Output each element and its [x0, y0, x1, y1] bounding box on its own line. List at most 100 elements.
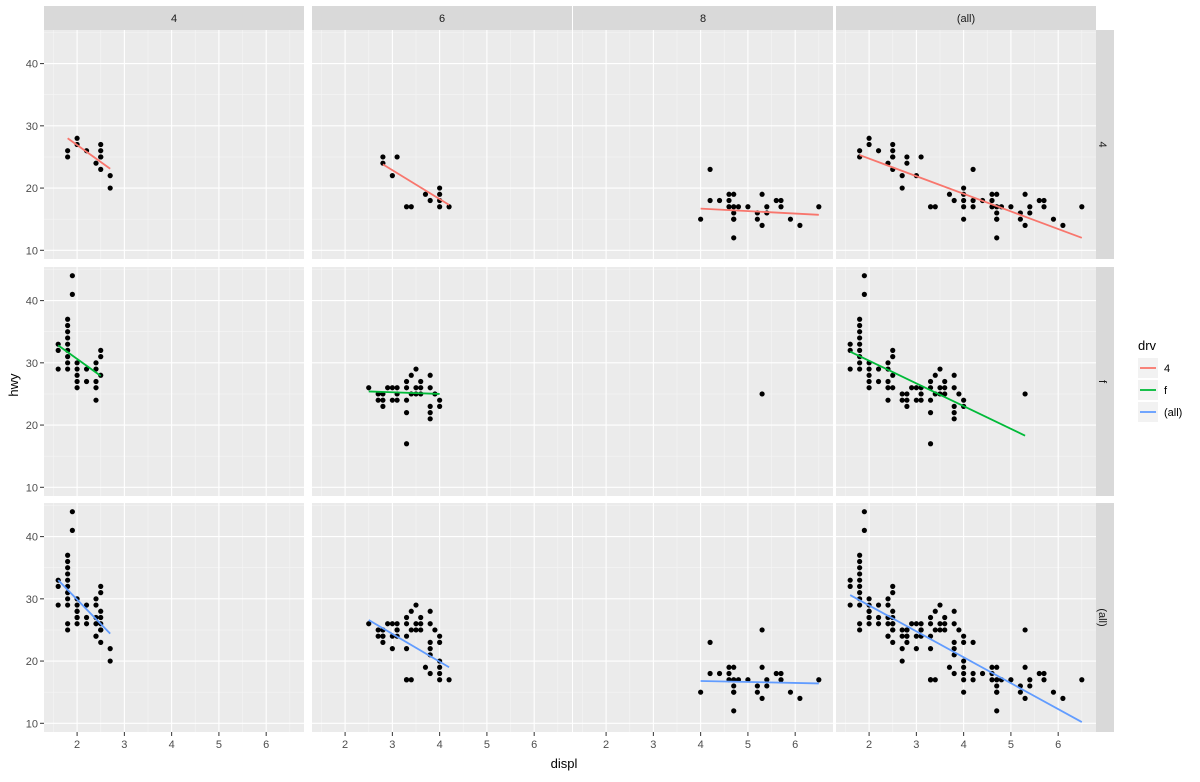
x-tick-label: 5: [216, 739, 222, 751]
data-point: [773, 670, 779, 677]
data-point: [83, 614, 90, 621]
x-tick-label: 3: [389, 739, 395, 751]
data-point: [93, 633, 99, 639]
data-point: [857, 347, 863, 353]
data-point: [403, 621, 410, 627]
data-point: [857, 621, 863, 627]
data-point: [961, 185, 967, 191]
data-point: [857, 552, 863, 558]
data-point: [1027, 683, 1033, 689]
data-point: [942, 378, 948, 385]
data-point: [890, 372, 896, 378]
data-point: [389, 621, 395, 627]
y-tick-label: 10: [26, 245, 38, 257]
data-point: [731, 210, 737, 216]
data-point: [918, 621, 924, 627]
data-point: [93, 397, 99, 403]
data-point: [422, 664, 429, 670]
data-point: [857, 329, 863, 335]
data-point: [942, 391, 948, 397]
data-point: [427, 403, 433, 409]
data-point: [1022, 222, 1028, 228]
data-point: [716, 670, 723, 677]
data-point: [107, 185, 113, 191]
y-tick-label: 30: [26, 121, 38, 133]
data-point: [861, 291, 867, 297]
panel-all-all: [836, 503, 1096, 732]
data-point: [994, 708, 1000, 714]
data-point: [93, 385, 99, 391]
data-point: [385, 621, 391, 627]
panel-background: [312, 267, 572, 496]
data-point: [437, 185, 443, 191]
data-point: [904, 154, 910, 160]
data-point: [909, 621, 915, 627]
data-point: [69, 273, 75, 279]
data-point: [437, 664, 443, 670]
data-point: [885, 385, 891, 391]
data-point: [427, 372, 433, 378]
data-point: [380, 639, 386, 645]
data-point: [890, 627, 896, 633]
data-point: [375, 633, 381, 639]
data-point: [418, 378, 424, 385]
data-point: [918, 627, 924, 633]
legend-title: drv: [1138, 338, 1157, 353]
data-point: [98, 639, 104, 645]
data-point: [847, 366, 853, 372]
facet-strip-top: [312, 6, 572, 30]
facet-strip-label: 8: [700, 13, 706, 25]
data-point: [403, 204, 410, 210]
data-point: [778, 670, 784, 677]
data-point: [107, 173, 113, 179]
data-point: [726, 664, 732, 670]
data-point: [927, 646, 934, 652]
data-point: [970, 204, 976, 210]
data-point: [731, 689, 737, 695]
data-point: [875, 602, 882, 608]
data-point: [989, 664, 995, 670]
data-point: [408, 608, 414, 614]
data-point: [408, 204, 414, 210]
data-point: [427, 608, 433, 614]
data-point: [994, 677, 1000, 683]
data-point: [74, 366, 80, 372]
data-point: [787, 216, 794, 222]
data-point: [446, 204, 452, 210]
data-point: [65, 552, 71, 558]
data-point: [961, 197, 967, 204]
data-point: [65, 335, 71, 341]
data-point: [961, 664, 967, 670]
data-point: [437, 204, 443, 210]
x-axis-title: displ: [551, 756, 578, 771]
data-point: [375, 627, 381, 633]
panel-background: [312, 30, 572, 259]
data-point: [707, 197, 713, 204]
data-point: [885, 378, 891, 385]
fit-line: [67, 137, 111, 170]
data-point: [961, 658, 967, 664]
data-point: [951, 372, 957, 378]
y-tick-label: 40: [26, 59, 38, 71]
data-point: [932, 677, 938, 683]
data-point: [890, 639, 896, 645]
fit-line: [382, 163, 450, 206]
data-point: [83, 602, 90, 608]
data-point: [989, 677, 995, 683]
data-point: [74, 614, 80, 621]
fit-line: [57, 579, 111, 635]
data-point: [403, 614, 410, 621]
data-point: [389, 646, 395, 652]
data-point: [778, 677, 784, 683]
data-point: [83, 378, 90, 385]
data-point: [861, 509, 867, 515]
x-tick-label: 4: [437, 739, 443, 751]
data-point: [913, 646, 919, 652]
data-point: [65, 627, 71, 633]
panel-background: [836, 267, 1096, 496]
y-tick-label: 30: [26, 358, 38, 370]
data-point: [961, 677, 967, 683]
data-point: [437, 403, 443, 409]
data-point: [98, 627, 104, 633]
